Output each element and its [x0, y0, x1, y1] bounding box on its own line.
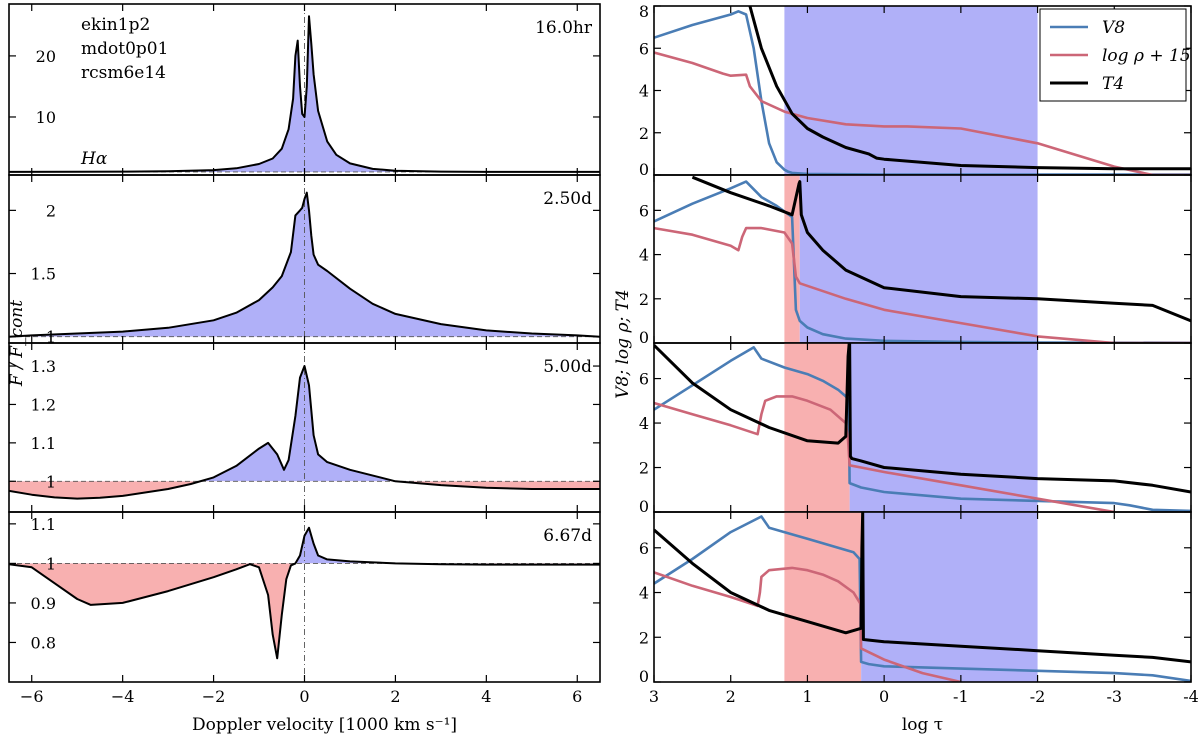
- y-tick-label: 0: [639, 497, 649, 516]
- x-axis-label: log τ: [902, 715, 943, 735]
- y-tick-label: 6: [639, 201, 649, 220]
- time-label: 5.00d: [543, 357, 592, 377]
- legend-label: log ρ + 15: [1102, 46, 1191, 66]
- legend-label: T4: [1102, 74, 1124, 94]
- line-profile: [9, 15, 600, 173]
- x-tick-label: 2: [390, 687, 400, 706]
- x-tick-label: 6: [572, 687, 582, 706]
- panel-frame: [653, 511, 1192, 683]
- left-panel-3: 1 1.1 1.2 1.3 5.00d: [8, 342, 601, 513]
- emission-fill: [200, 366, 396, 482]
- time-label: 16.0hr: [535, 18, 593, 38]
- line-label: Hα: [80, 149, 108, 169]
- series-t4: [748, 6, 1191, 171]
- x-tick-label: -4: [1183, 687, 1199, 706]
- y-tick-label: 2: [639, 459, 649, 478]
- model-annotation: mdot0p01: [81, 39, 168, 59]
- series-v8: [654, 515, 1191, 682]
- y-tick-label: 1: [46, 554, 56, 573]
- y-tick-label: 6: [639, 539, 649, 558]
- line-profile: [9, 526, 600, 660]
- y-tick-label: 2: [46, 201, 56, 220]
- time-label: 2.50d: [543, 189, 592, 209]
- y-tick-label: 2: [639, 628, 649, 647]
- y-tick-label: 1.1: [31, 515, 56, 534]
- line-profile: [9, 191, 600, 338]
- y-axis-label: F / F_cont: [7, 300, 27, 387]
- x-tick-label: −4: [111, 687, 135, 706]
- y-tick-label: 1.2: [31, 395, 56, 414]
- y-tick-label: 0.8: [31, 633, 56, 652]
- y-axis-label: V8; log ρ; T4: [613, 289, 633, 398]
- model-annotation: rcsm6e14: [81, 63, 166, 83]
- emission-fill: [9, 527, 600, 564]
- blue-band: [799, 175, 1038, 343]
- y-tick-label: 10: [36, 108, 56, 127]
- emission-fill: [9, 16, 600, 172]
- y-tick-label: 0: [639, 667, 649, 686]
- x-tick-label: −2: [202, 687, 226, 706]
- y-tick-label: 2: [639, 124, 649, 143]
- y-tick-label: 6: [639, 39, 649, 58]
- red-band: [784, 512, 862, 682]
- emission-fill: [9, 192, 600, 337]
- right-panel-1: 0 2 4 6 8: [639, 2, 1192, 179]
- y-tick-label: 1: [46, 472, 56, 491]
- y-tick-label: 1.5: [31, 265, 56, 284]
- y-tick-label: 1.1: [31, 434, 56, 453]
- left-panel-1: 10 20 16.0hr ekin1p2 mdot0p01 rcsm6e14 Hα: [8, 3, 601, 176]
- right-panel-3: 0 2 4 6: [639, 342, 1192, 516]
- right-panel-4: 0 2 4 6: [639, 511, 1192, 686]
- legend: V8 log ρ + 15 T4: [1039, 8, 1191, 102]
- left-panel-2: 1 1.5 2 2.50d: [8, 174, 601, 347]
- y-tick-label: 4: [639, 246, 649, 265]
- y-tick-label: 1: [46, 328, 56, 347]
- x-tick-label: 0: [299, 687, 309, 706]
- y-tick-label: 8: [639, 2, 649, 21]
- right-panel-2: 0 2 4 6: [639, 174, 1192, 347]
- series-log-15: [654, 395, 1115, 512]
- y-tick-label: 4: [639, 414, 649, 433]
- series-log-15: [654, 226, 1191, 343]
- y-tick-label: 0.9: [31, 594, 56, 613]
- line-profile: [9, 365, 600, 500]
- series-t4: [654, 343, 1191, 494]
- x-tick-label: −6: [20, 687, 44, 706]
- time-label: 6.67d: [543, 526, 592, 546]
- y-tick-label: 0: [639, 328, 649, 347]
- y-tick-label: 4: [639, 584, 649, 603]
- legend-label: V8: [1102, 18, 1125, 38]
- y-tick-label: 20: [36, 47, 56, 66]
- series-t4: [691, 175, 1191, 323]
- blue-band: [861, 512, 1038, 682]
- x-tick-label: -3: [1106, 687, 1122, 706]
- blue-band: [784, 6, 1038, 175]
- absorption-fill: [9, 563, 600, 659]
- x-tick-label: -1: [953, 687, 969, 706]
- x-axis-label: Doppler velocity [1000 km s⁻¹]: [192, 715, 457, 735]
- y-tick-label: 0: [639, 160, 649, 179]
- y-tick-label: 2: [639, 290, 649, 309]
- series-log-15: [654, 566, 962, 682]
- x-tick-label: 1: [802, 687, 812, 706]
- left-panel-4: 0.8 0.9 1 1.1 6.67d: [8, 511, 601, 683]
- y-tick-label: 4: [639, 82, 649, 101]
- red-band: [784, 343, 850, 512]
- x-tick-label: 3: [649, 687, 659, 706]
- y-tick-label: 6: [639, 370, 649, 389]
- blue-band: [849, 343, 1038, 512]
- series-log-15: [654, 51, 1191, 175]
- x-tick-label: 2: [726, 687, 736, 706]
- y-tick-label: 1.3: [31, 357, 56, 376]
- x-tick-label: -2: [1030, 687, 1046, 706]
- x-tick-label: 0: [879, 687, 889, 706]
- series-v8: [654, 180, 1191, 343]
- model-annotation: ekin1p2: [81, 15, 150, 35]
- series-t4: [654, 512, 1191, 664]
- x-tick-label: 4: [481, 687, 491, 706]
